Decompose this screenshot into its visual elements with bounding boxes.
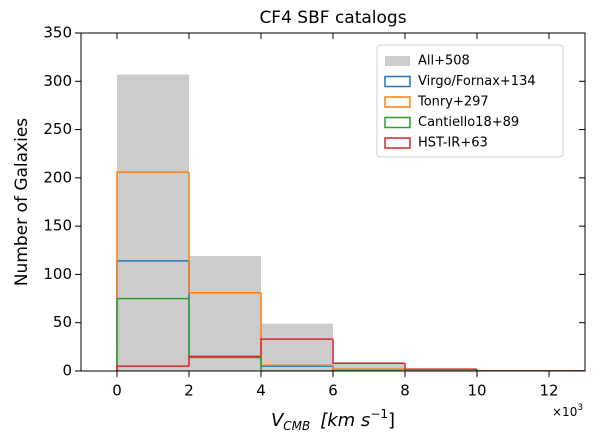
y-tick-label: 200: [43, 168, 72, 186]
legend-swatch: [385, 56, 410, 66]
legend-box: [376, 44, 564, 158]
step-outline: [404, 363, 477, 370]
bars: [116, 74, 585, 371]
bar: [189, 256, 261, 371]
step-outline: [116, 365, 189, 371]
step-outline: [260, 357, 333, 371]
step-outline: [188, 355, 261, 367]
legend: All+508 Virgo/Fornax+134 Tonry+297 Cantiell…: [376, 44, 564, 158]
step-outline: [260, 338, 333, 357]
legend-label: Tonry+297: [417, 95, 489, 110]
legend-label: Cantiello18+89: [418, 115, 519, 130]
step-outline: [332, 339, 405, 365]
y-tick-label: 50: [53, 313, 72, 331]
legend-swatch: [384, 96, 411, 108]
x-axis-label: VCMB [km s−1]: [271, 407, 395, 433]
y-tick-label: 300: [43, 72, 72, 90]
step-outline: [476, 369, 549, 371]
step-outline: [332, 365, 405, 370]
x-tick-label: 10: [467, 382, 486, 400]
legend-label: HST-IR+63: [418, 136, 488, 151]
y-tick-label: 250: [43, 120, 72, 138]
chart-title: CF4 SBF catalogs: [259, 8, 406, 28]
y-tick-label: 0: [62, 362, 72, 380]
y-tick-label: 350: [43, 24, 72, 42]
x-tick-label: 6: [328, 382, 338, 400]
y-axis-label: Number of Galaxies: [12, 118, 32, 286]
legend-swatch: [384, 75, 411, 88]
x-tick-label: 8: [400, 382, 410, 400]
bar: [261, 323, 333, 371]
legend-label: All+508: [418, 54, 470, 69]
bar: [333, 362, 405, 371]
x-tick-label: 2: [184, 382, 194, 400]
x-offset: ×103: [552, 403, 583, 419]
x-tick-label: 0: [112, 382, 122, 400]
step-outline: [116, 297, 189, 371]
x-tick-label: 4: [256, 382, 266, 400]
y-tick-label: 150: [43, 217, 72, 235]
legend-swatch: [384, 137, 411, 149]
legend-swatch: [384, 116, 411, 129]
bar: [117, 74, 189, 371]
y-tick-label: 100: [43, 265, 72, 283]
x-tick-label: 12: [539, 382, 558, 400]
legend-label: Virgo/Fornax+134: [418, 74, 536, 89]
step-outline: [188, 172, 261, 294]
